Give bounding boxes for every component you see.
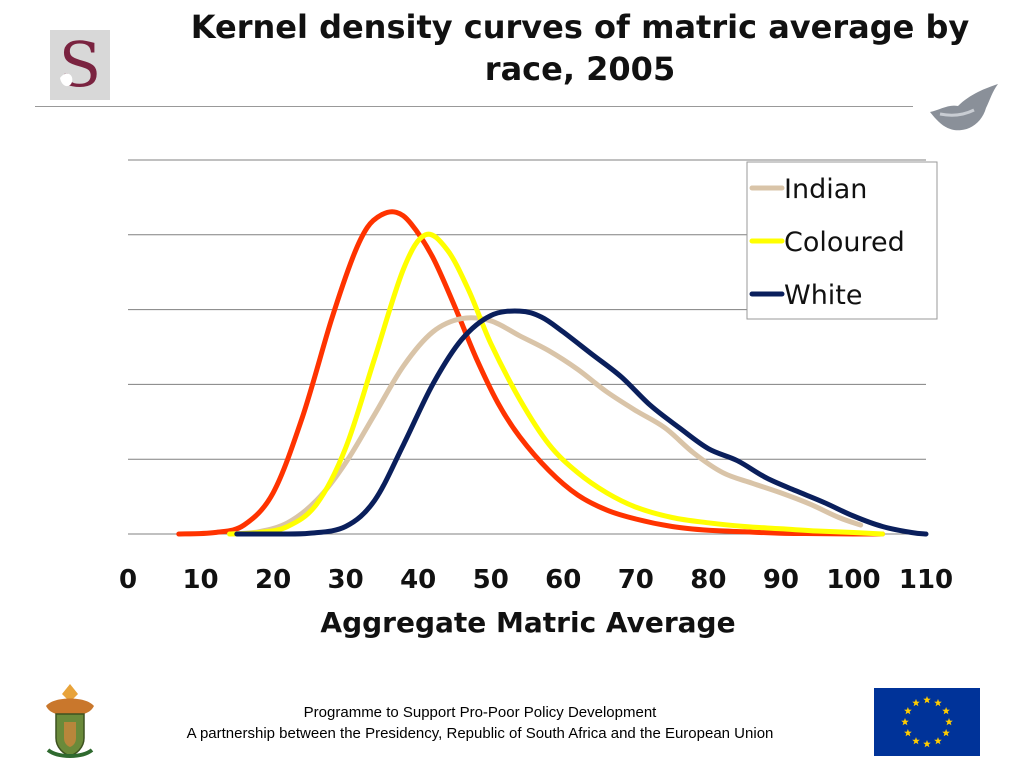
footer-line-1: Programme to Support Pro-Poor Policy Dev… (303, 704, 657, 721)
x-tick-label: 60 (545, 565, 581, 595)
coat-sun (62, 684, 78, 702)
stellenbosch-s-icon: S (50, 30, 110, 100)
series-line-indian (227, 315, 864, 537)
coat-banner (46, 748, 94, 758)
eu-star (945, 718, 953, 726)
legend-label-indian: Indian (784, 174, 867, 205)
x-tick-label: 0 (119, 565, 137, 595)
footer-line-2: A partnership between the Presidency, Re… (186, 725, 774, 742)
legend-label-coloured: Coloured (784, 227, 905, 258)
x-tick-label: 110 (899, 565, 953, 595)
eu-star (904, 707, 912, 715)
eu-star (934, 698, 942, 707)
series-line-white (234, 308, 929, 537)
fish-body (930, 84, 998, 131)
density-chart: 0 10 20 30 40 50 60 70 80 90 100 110 Aggregate Matr… (119, 159, 953, 639)
coat-of-arms-icon (46, 684, 94, 758)
eu-star (904, 729, 912, 737)
eu-star (912, 698, 920, 707)
logo-leaf (60, 73, 73, 87)
x-tick-label: 70 (618, 565, 654, 595)
fish-stripe (939, 108, 975, 117)
logo-letter: S (59, 30, 101, 100)
series-line-coloured (227, 231, 885, 537)
logo-background (50, 30, 110, 100)
eu-star (912, 737, 920, 745)
x-tick-label: 40 (400, 565, 436, 595)
title-divider (35, 106, 913, 107)
chart-title: Kernel density curves of matric average … (190, 8, 970, 88)
x-tick-label: 80 (690, 565, 726, 595)
x-tick-label: 20 (255, 565, 291, 595)
x-tick-label: 50 (473, 565, 509, 595)
x-tick-labels: 0 10 20 30 40 50 60 70 80 90 100 110 (119, 565, 953, 595)
eu-star (901, 718, 909, 726)
eu-star (942, 729, 950, 737)
footer: Programme to Support Pro-Poor Policy Dev… (100, 702, 860, 744)
coat-wings (46, 698, 94, 715)
eu-star (942, 707, 950, 715)
legend-label-white: White (784, 280, 863, 311)
coat-inner-shield (64, 722, 76, 747)
x-tick-label: 100 (826, 565, 880, 595)
x-axis-label: Aggregate Matric Average (320, 606, 735, 639)
x-tick-label: 90 (763, 565, 799, 595)
series-lines (176, 209, 929, 537)
legend: Indian Coloured White (746, 161, 938, 320)
eu-flag-icon (874, 688, 980, 756)
eu-star (923, 740, 931, 748)
x-tick-label: 30 (328, 565, 364, 595)
eu-flag-stars (901, 696, 953, 748)
eu-star (934, 737, 942, 745)
series-line-unlabeled-0 (176, 209, 885, 537)
x-tick-label: 10 (182, 565, 218, 595)
eu-star (923, 696, 931, 704)
fish-icon (930, 84, 998, 131)
